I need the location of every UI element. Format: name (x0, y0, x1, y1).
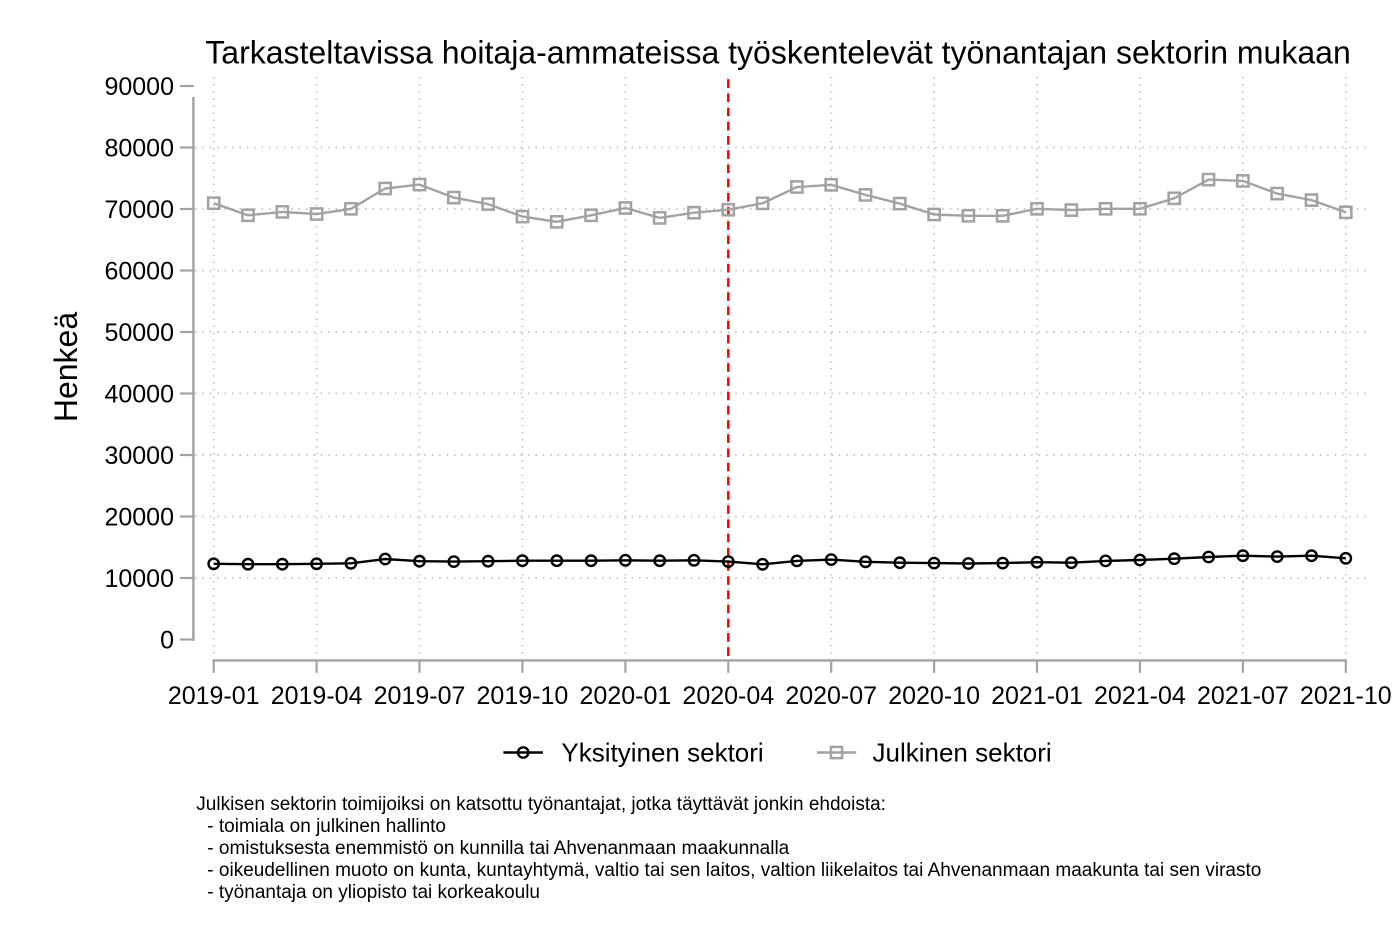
svg-text:- työnantaja on yliopisto tai: - työnantaja on yliopisto tai korkeakoul… (207, 882, 540, 903)
svg-text:2021-01: 2021-01 (991, 682, 1083, 710)
svg-text:2021-10: 2021-10 (1300, 682, 1392, 710)
svg-text:20000: 20000 (104, 504, 174, 532)
svg-text:2020-01: 2020-01 (580, 682, 672, 710)
svg-text:2020-10: 2020-10 (888, 682, 980, 710)
svg-text:Julkisen sektorin toimijoiksi: Julkisen sektorin toimijoiksi on katsott… (196, 794, 886, 815)
svg-text:2019-01: 2019-01 (168, 682, 260, 710)
svg-text:90000: 90000 (104, 73, 174, 101)
svg-text:0: 0 (160, 627, 174, 655)
svg-text:30000: 30000 (104, 442, 174, 470)
svg-text:70000: 70000 (104, 196, 174, 224)
svg-text:- omistuksesta enemmistö on ku: - omistuksesta enemmistö on kunnilla tai… (207, 838, 789, 859)
svg-text:- oikeudellinen muoto on kunta: - oikeudellinen muoto on kunta, kuntayht… (207, 860, 1261, 881)
svg-text:80000: 80000 (104, 135, 174, 163)
svg-text:Yksityinen sektori: Yksityinen sektori (561, 738, 763, 768)
svg-text:Julkinen sektori: Julkinen sektori (873, 738, 1052, 768)
svg-text:- toimiala on julkinen hallint: - toimiala on julkinen hallinto (207, 816, 446, 837)
svg-text:2020-07: 2020-07 (785, 682, 877, 710)
svg-text:2019-10: 2019-10 (477, 682, 569, 710)
svg-text:2021-04: 2021-04 (1094, 682, 1186, 710)
svg-text:Henkeä: Henkeä (48, 312, 84, 423)
svg-text:60000: 60000 (104, 258, 174, 286)
svg-text:2019-04: 2019-04 (271, 682, 363, 710)
svg-text:50000: 50000 (104, 319, 174, 347)
svg-text:Tarkasteltavissa hoitaja-ammat: Tarkasteltavissa hoitaja-ammateissa työs… (205, 35, 1350, 71)
svg-text:2020-04: 2020-04 (682, 682, 774, 710)
svg-text:10000: 10000 (104, 565, 174, 593)
svg-text:40000: 40000 (104, 381, 174, 409)
svg-text:2021-07: 2021-07 (1197, 682, 1289, 710)
svg-text:2019-07: 2019-07 (374, 682, 466, 710)
